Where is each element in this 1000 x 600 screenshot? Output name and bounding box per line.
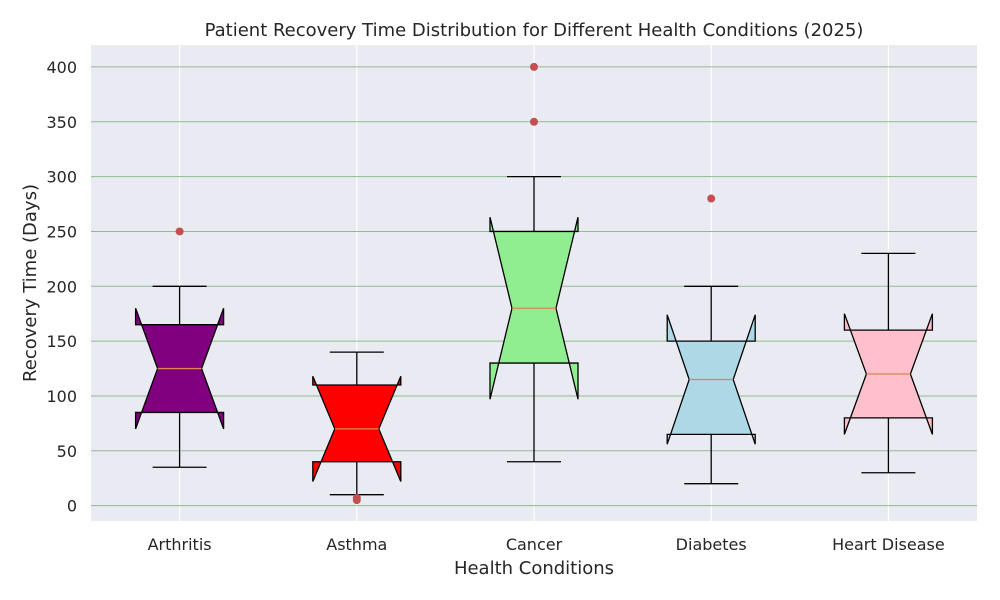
x-tick-label: Cancer	[506, 535, 563, 554]
y-tick-label: 0	[67, 497, 77, 516]
y-tick-label: 50	[57, 442, 77, 461]
outlier-point	[530, 117, 538, 126]
y-tick-label: 200	[46, 277, 77, 296]
outlier-point	[352, 496, 361, 505]
box-cancer	[489, 62, 579, 463]
chart-title: Patient Recovery Time Distribution for D…	[205, 20, 864, 41]
axis-ticks: 0 50 100 150 200 250 300 350 400 Arthritis Asthma C…	[46, 58, 944, 554]
box-diabetes	[666, 194, 756, 485]
y-tick-label: 250	[46, 222, 77, 241]
outlier-point	[530, 62, 538, 71]
outlier-point	[175, 227, 184, 236]
y-tick-label: 300	[46, 168, 77, 187]
y-tick-label: 100	[46, 387, 77, 406]
box-heart-disease	[843, 252, 934, 474]
x-tick-label: Arthritis	[148, 535, 212, 554]
x-tick-label: Heart Disease	[832, 535, 945, 554]
outlier-point	[707, 194, 716, 203]
y-tick-label: 400	[46, 58, 77, 77]
x-tick-label: Diabetes	[676, 535, 747, 554]
y-axis-label: Recovery Time (Days)	[20, 184, 41, 382]
box-arthritis	[134, 227, 225, 468]
y-tick-label: 350	[46, 113, 77, 132]
box-series	[134, 62, 934, 505]
y-tick-label: 150	[46, 332, 77, 351]
box-asthma	[312, 351, 402, 505]
x-tick-label: Asthma	[326, 535, 387, 554]
x-axis-label: Health Conditions	[454, 558, 614, 579]
